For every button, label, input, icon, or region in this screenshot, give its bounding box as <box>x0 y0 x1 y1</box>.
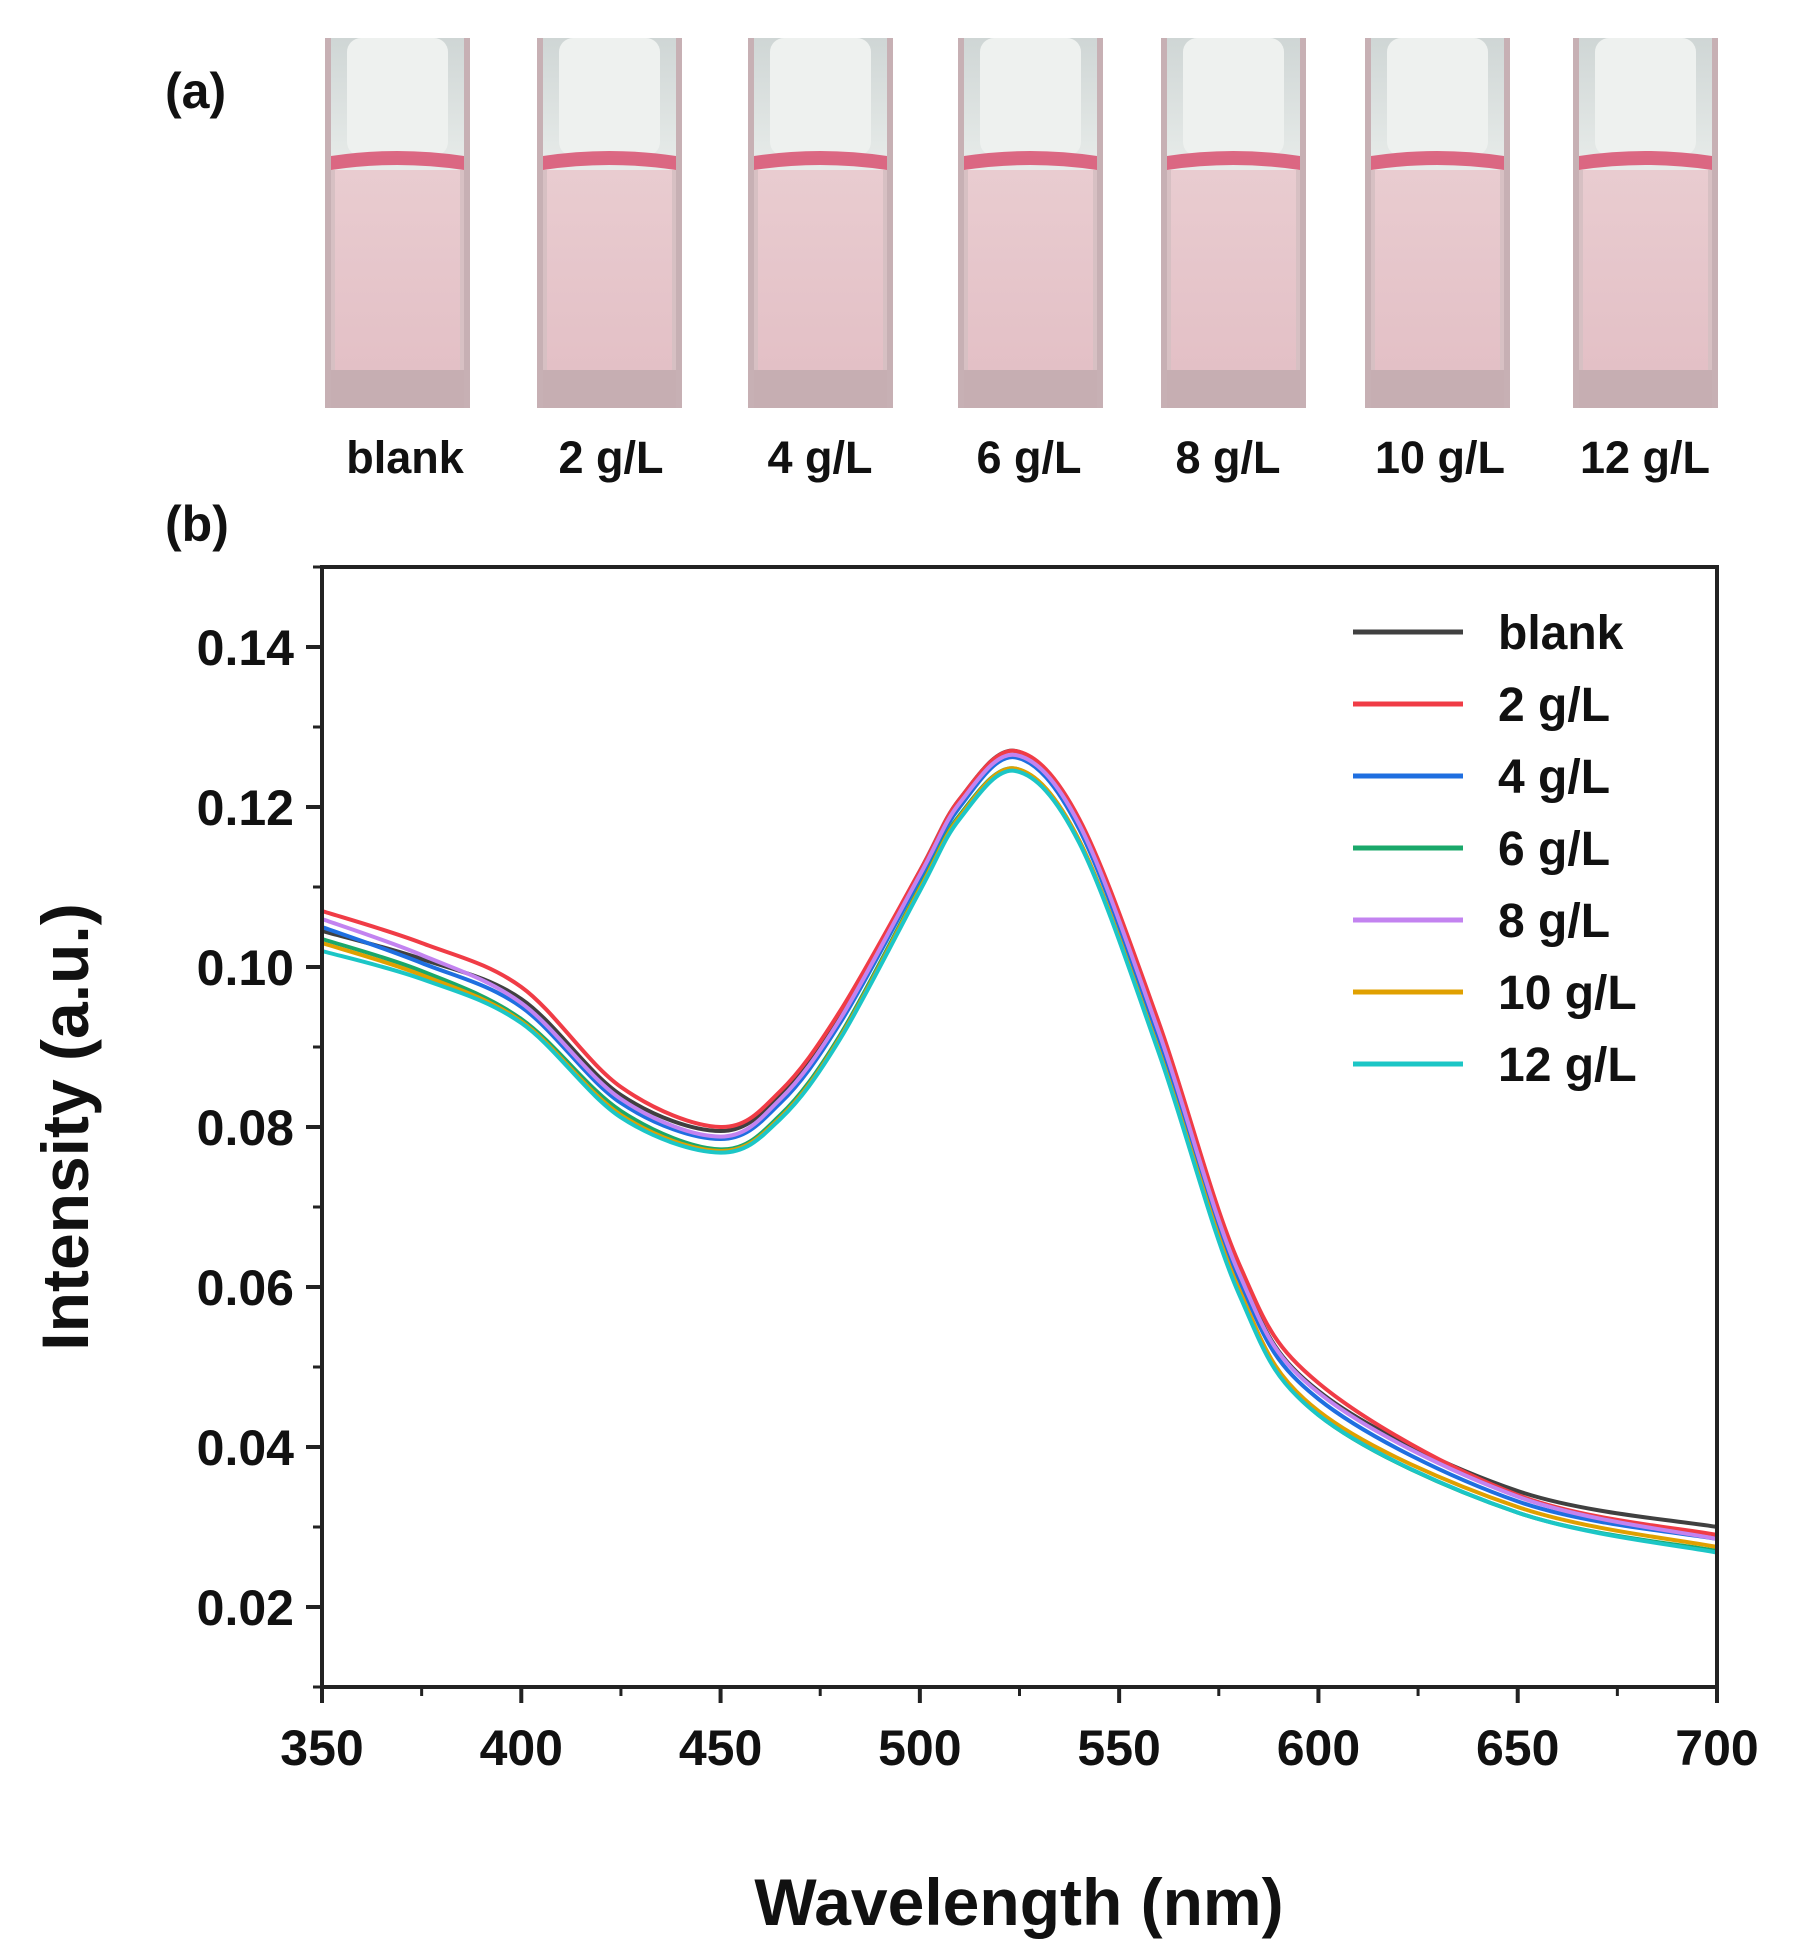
series-line-2 <box>321 755 1718 1541</box>
legend-label: 6 g/L <box>1498 823 1610 876</box>
cuvette-caption: 12 g/L <box>1579 432 1711 483</box>
x-tick-label: 650 <box>1476 1720 1559 1776</box>
x-tick-label: 350 <box>280 1720 363 1776</box>
y-axis-title: Intensity (a.u.) <box>28 903 102 1350</box>
cuvette-caption: 6 g/L <box>976 432 1082 483</box>
y-tick-label: 0.10 <box>197 940 294 996</box>
plot-frame <box>320 565 1719 1689</box>
legend-label: 10 g/L <box>1498 967 1637 1020</box>
series-line-5 <box>321 766 1718 1549</box>
cuvette-caption: blank <box>346 432 464 483</box>
legend-label: 8 g/L <box>1498 895 1610 948</box>
y-tick-label: 0.12 <box>197 780 294 836</box>
y-tick-label: 0.08 <box>197 1100 294 1156</box>
cuvette-caption: 2 g/L <box>558 432 664 483</box>
series-line-1 <box>321 748 1718 1537</box>
x-tick-label: 400 <box>480 1720 563 1776</box>
legend-label: blank <box>1498 607 1624 660</box>
legend-label: 12 g/L <box>1498 1039 1637 1092</box>
x-tick-label: 550 <box>1077 1720 1160 1776</box>
x-tick-label: 450 <box>679 1720 762 1776</box>
y-tick-label: 0.06 <box>197 1260 294 1316</box>
x-tick-label: 500 <box>878 1720 961 1776</box>
cuvette-caption: 4 g/L <box>767 432 873 483</box>
y-tick-label: 0.02 <box>197 1580 294 1636</box>
x-tick-label: 700 <box>1675 1720 1758 1776</box>
series-line-3 <box>321 766 1718 1553</box>
cuvette-caption: 8 g/L <box>1175 432 1281 483</box>
cuvette-caption: 10 g/L <box>1374 432 1506 483</box>
y-tick-label: 0.14 <box>197 620 295 676</box>
series-line-4 <box>321 752 1718 1541</box>
panel-b-label: (b) <box>165 496 229 552</box>
legend-label: 4 g/L <box>1498 751 1610 804</box>
panel-a-label: (a) <box>165 63 227 119</box>
x-tick-label: 600 <box>1277 1720 1360 1776</box>
x-axis-title: Wavelength (nm) <box>754 1865 1283 1939</box>
legend-label: 2 g/L <box>1498 679 1610 732</box>
series-line-6 <box>321 768 1718 1555</box>
y-tick-label: 0.04 <box>197 1420 295 1476</box>
